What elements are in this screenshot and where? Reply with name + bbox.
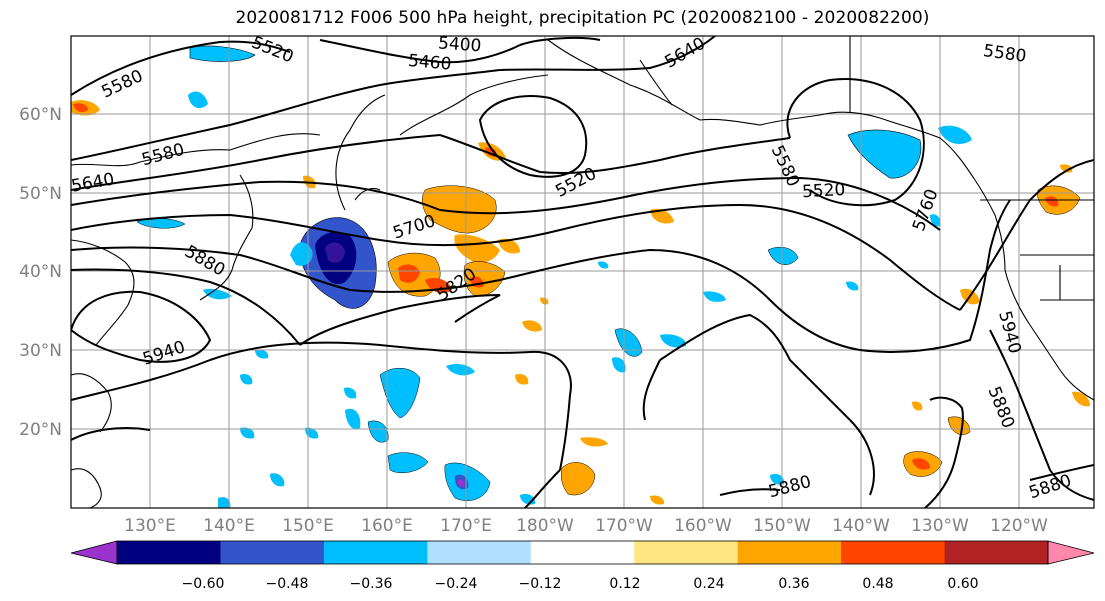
colorbar-tick-label: 0.60 (947, 576, 978, 592)
lat-axis: 60°N 50°N 40°N 30°N 20°N (19, 105, 62, 440)
contour-label: 5400 (437, 33, 482, 56)
colorbar-extend-low (70, 540, 118, 565)
lon-label: 150°E (282, 516, 334, 536)
colorbar-tick-label: −0.24 (435, 576, 478, 592)
lon-axis: 130°E 140°E 150°E 160°E 170°E 180°W 170°… (124, 516, 1048, 536)
colorbar-frame (116, 540, 1049, 565)
colorbar-tick-label: 0.48 (862, 576, 893, 592)
lon-label: 150°W (753, 516, 811, 536)
map-plot-area (71, 36, 1094, 508)
lon-label: 140°W (832, 516, 890, 536)
lon-label: 160°W (674, 516, 732, 536)
lon-label: 170°E (440, 516, 492, 536)
colorbar-swatch (323, 541, 428, 564)
colorbar-tick-label: −0.12 (519, 576, 562, 592)
colorbar-swatch (944, 541, 1049, 564)
colorbar-swatch (117, 541, 221, 564)
lon-label: 180°W (516, 516, 574, 536)
colorbar-tick-label: −0.36 (350, 576, 393, 592)
colorbar-ticks: −0.60 −0.48 −0.36 −0.24 −0.12 0.12 0.24 … (182, 576, 979, 592)
map-border (70, 35, 1095, 509)
colorbar-tick-label: 0.36 (778, 576, 809, 592)
colorbar-extend-high (1047, 540, 1095, 565)
lat-label: 30°N (19, 341, 62, 361)
map-title: 2020081712 F006 500 hPa height, precipit… (235, 8, 930, 28)
lon-label: 170°W (595, 516, 653, 536)
colorbar-tick-label: −0.48 (266, 576, 309, 592)
colorbar-swatch (530, 541, 635, 564)
lon-label: 160°E (361, 516, 413, 536)
contour-label: 5460 (407, 51, 452, 75)
colorbar-swatch (634, 541, 739, 564)
lat-label: 20°N (19, 420, 62, 440)
colorbar-tick-label: −0.60 (182, 576, 225, 592)
colorbar-swatch (841, 541, 946, 564)
contour-label: 5520 (802, 180, 846, 202)
colorbar-tick-label: 0.24 (693, 576, 724, 592)
colorbar-swatch (737, 541, 842, 564)
height-contours (71, 36, 1094, 508)
map-gridlines (71, 36, 1094, 508)
colorbar-swatch (220, 541, 325, 564)
precip-shading (71, 45, 1090, 508)
lat-label: 50°N (19, 184, 62, 204)
lon-label: 140°E (203, 516, 255, 536)
lon-label: 120°W (990, 516, 1048, 536)
colorbar-tick-label: 0.12 (609, 576, 640, 592)
lon-label: 130°W (911, 516, 969, 536)
colorbar-swatch (427, 541, 532, 564)
lat-label: 60°N (19, 105, 62, 125)
lon-label: 130°E (124, 516, 176, 536)
colorbar: −0.60 −0.48 −0.36 −0.24 −0.12 0.12 0.24 … (70, 540, 1095, 592)
lat-label: 40°N (19, 262, 62, 282)
